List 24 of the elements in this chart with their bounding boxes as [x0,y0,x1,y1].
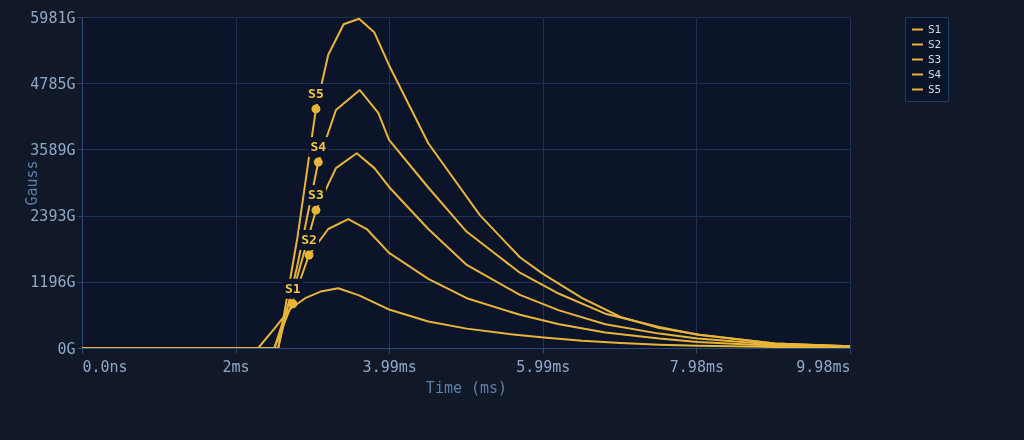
legend-label: S5 [928,82,942,96]
annotation: S1 [285,280,301,296]
x-axis-title: Time (ms) [425,378,508,397]
y-tick-label: 0G [57,339,76,358]
x-tick-label: 2ms [222,357,250,376]
legend-label: S3 [928,52,942,66]
annotation: S3 [308,187,324,203]
annotation: S5 [308,85,324,101]
x-tick-label: 0.0ns [82,357,128,376]
y-axis-title: Gauss [23,160,42,206]
y-tick-label: 1196G [30,273,76,292]
annotation: S2 [301,232,317,248]
y-tick-label: 2393G [30,207,76,226]
annotation: S4 [310,139,327,155]
y-tick-label: 5981G [30,8,76,27]
legend-label: S1 [928,22,942,36]
x-tick-label: 5.99ms [516,357,571,376]
x-tick-label: 3.99ms [362,357,417,376]
y-tick-label: 3589G [30,140,76,159]
legend-label: S2 [928,37,942,51]
y-tick-label: 4785G [30,74,76,93]
legend-label: S4 [928,67,942,81]
x-tick-label: 7.98ms [669,357,724,376]
x-tick-label: 9.98ms [796,357,851,376]
